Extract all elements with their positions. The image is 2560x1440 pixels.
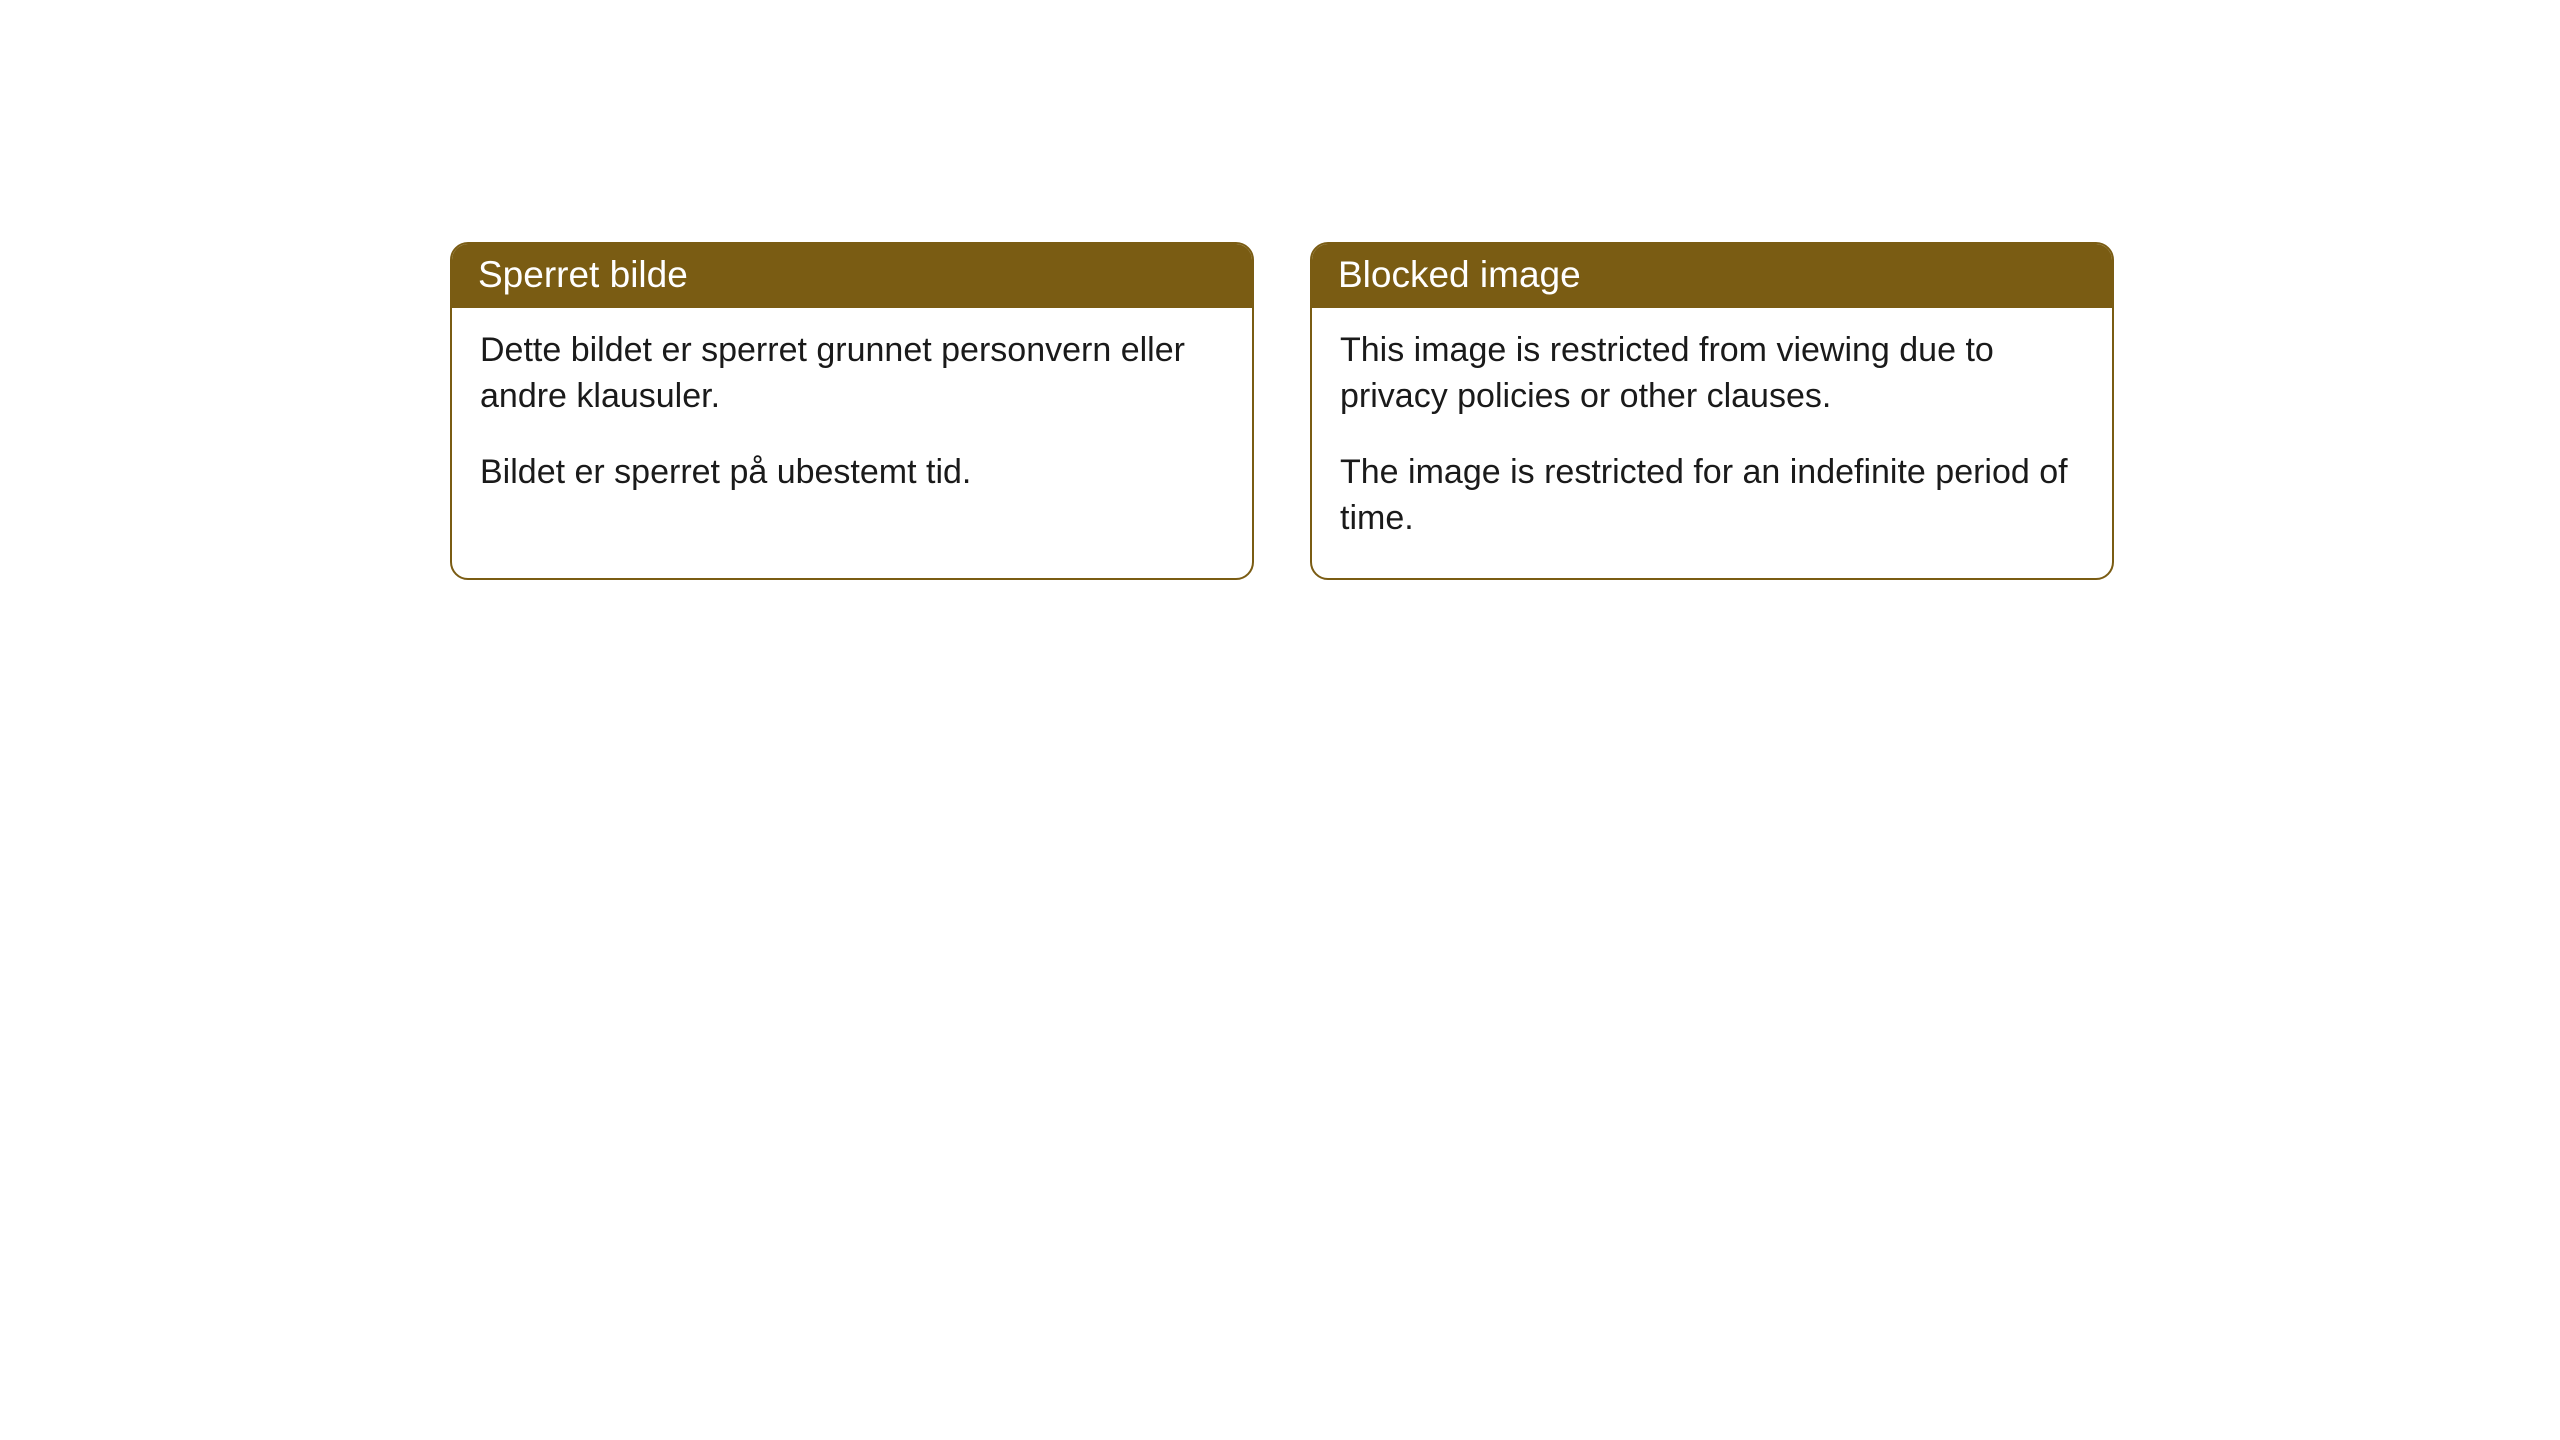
notice-paragraph: This image is restricted from viewing du… — [1340, 328, 2084, 420]
notice-paragraph: Dette bildet er sperret grunnet personve… — [480, 328, 1224, 420]
notice-cards-container: Sperret bilde Dette bildet er sperret gr… — [450, 242, 2114, 580]
notice-card-english: Blocked image This image is restricted f… — [1310, 242, 2114, 580]
notice-card-norwegian: Sperret bilde Dette bildet er sperret gr… — [450, 242, 1254, 580]
notice-paragraph: Bildet er sperret på ubestemt tid. — [480, 450, 1224, 496]
notice-header: Sperret bilde — [452, 244, 1252, 308]
notice-paragraph: The image is restricted for an indefinit… — [1340, 450, 2084, 542]
notice-body: Dette bildet er sperret grunnet personve… — [452, 308, 1252, 532]
notice-body: This image is restricted from viewing du… — [1312, 308, 2112, 578]
notice-header: Blocked image — [1312, 244, 2112, 308]
